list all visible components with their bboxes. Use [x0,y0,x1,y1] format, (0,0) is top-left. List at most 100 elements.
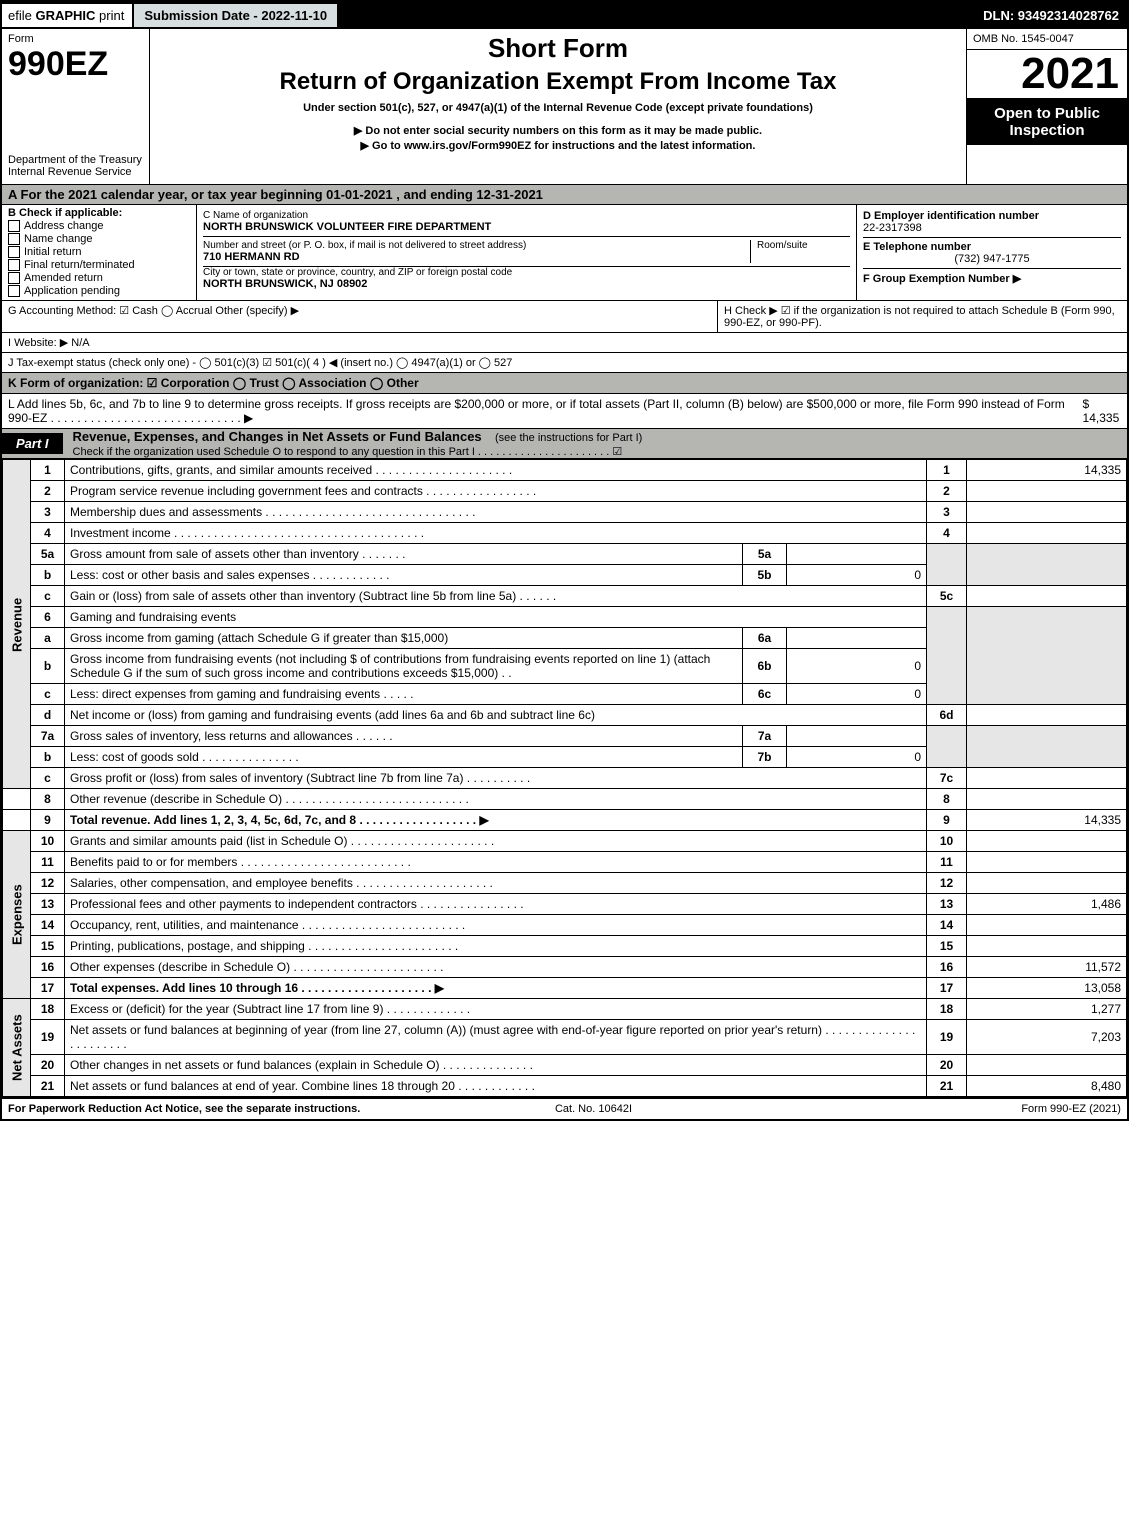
col-17: 17 [927,978,967,999]
desc-1: Contributions, gifts, grants, and simila… [65,460,927,481]
efile-prefix: efile [8,8,35,23]
col-19: 19 [927,1020,967,1055]
desc-5c: Gain or (loss) from sale of assets other… [65,586,927,607]
desc-8: Other revenue (describe in Schedule O) .… [65,789,927,810]
desc-17: Total expenses. Add lines 10 through 16 … [65,978,927,999]
subtitle: Under section 501(c), 527, or 4947(a)(1)… [156,102,960,114]
ln-5a: 5a [31,544,65,565]
col-10: 10 [927,831,967,852]
col-9: 9 [927,810,967,831]
footer-mid: Cat. No. 10642I [555,1103,632,1115]
ln-12: 12 [31,873,65,894]
part-i-tab: Part I [2,433,63,454]
mid-5a [787,544,927,565]
form-number: 990EZ [8,47,143,81]
mid-7a [787,726,927,747]
side-revenue: Revenue [3,460,31,789]
section-b: B Check if applicable: Address change Na… [2,205,197,300]
group-exemption-label: F Group Exemption Number ▶ [863,273,1021,285]
desc-3: Membership dues and assessments . . . . … [65,502,927,523]
cb-name-change[interactable] [8,233,20,245]
footer-right: Form 990-EZ (2021) [1021,1103,1121,1115]
lbl-application-pending: Application pending [24,285,120,297]
mid-6a [787,628,927,649]
amt-7c [967,768,1127,789]
amt-1: 14,335 [967,460,1127,481]
desc-5a: Gross amount from sale of assets other t… [65,544,743,565]
desc-6: Gaming and fundraising events [65,607,927,628]
sub-5b: 5b [743,565,787,586]
tax-year: 2021 [967,50,1127,99]
desc-6a: Gross income from gaming (attach Schedul… [65,628,743,649]
page-footer: For Paperwork Reduction Act Notice, see … [2,1097,1127,1119]
ln-6b: b [31,649,65,684]
sub-6b: 6b [743,649,787,684]
desc-11: Benefits paid to or for members . . . . … [65,852,927,873]
shade-amt-7ab [967,726,1127,768]
ln-20: 20 [31,1055,65,1076]
short-form-title: Short Form [156,33,960,64]
section-c: C Name of organization NORTH BRUNSWICK V… [197,205,857,300]
desc-18: Excess or (deficit) for the year (Subtra… [65,999,927,1020]
ein-label: D Employer identification number [863,210,1039,222]
cb-initial-return[interactable] [8,246,20,258]
desc-16: Other expenses (describe in Schedule O) … [65,957,927,978]
col-2: 2 [927,481,967,502]
ln-5c: c [31,586,65,607]
cb-final-return[interactable] [8,259,20,271]
sub-7b: 7b [743,747,787,768]
col-18: 18 [927,999,967,1020]
part-i-subtitle: (see the instructions for Part I) [485,432,642,444]
goto-link[interactable]: ▶ Go to www.irs.gov/Form990EZ for instru… [156,139,960,152]
cb-address-change[interactable] [8,220,20,232]
cb-amended-return[interactable] [8,272,20,284]
org-name-label: C Name of organization [203,210,850,221]
amt-4 [967,523,1127,544]
website-row: I Website: ▶ N/A [2,333,1127,353]
omb-number: OMB No. 1545-0047 [967,29,1127,50]
amt-20 [967,1055,1127,1076]
section-b-c-d: B Check if applicable: Address change Na… [2,205,1127,301]
lbl-final-return: Final return/terminated [24,259,135,271]
amt-9: 14,335 [967,810,1127,831]
department: Department of the Treasury Internal Reve… [8,154,142,178]
amt-10 [967,831,1127,852]
desc-10: Grants and similar amounts paid (list in… [65,831,927,852]
col-8: 8 [927,789,967,810]
amt-8 [967,789,1127,810]
ln-14: 14 [31,915,65,936]
amt-15 [967,936,1127,957]
desc-20: Other changes in net assets or fund bala… [65,1055,927,1076]
top-bar: efile GRAPHIC print Submission Date - 20… [2,2,1127,29]
lbl-address-change: Address change [24,220,104,232]
col-13: 13 [927,894,967,915]
amt-17: 13,058 [967,978,1127,999]
cb-application-pending[interactable] [8,285,20,297]
efile-suffix: print [99,8,124,23]
open-inspection: Open to Public Inspection [967,99,1127,145]
efile-bold: GRAPHIC [35,8,99,23]
amt-21: 8,480 [967,1076,1127,1097]
desc-12: Salaries, other compensation, and employ… [65,873,927,894]
gross-receipts-amount: $ 14,335 [1083,397,1121,425]
sub-6c: 6c [743,684,787,705]
desc-7b: Less: cost of goods sold . . . . . . . .… [65,747,743,768]
mid-6c: 0 [787,684,927,705]
col-7c: 7c [927,768,967,789]
col-6d: 6d [927,705,967,726]
section-b-header: B Check if applicable: [8,207,190,219]
ln-19: 19 [31,1020,65,1055]
city-label: City or town, state or province, country… [203,267,850,278]
ln-7b: b [31,747,65,768]
ln-3: 3 [31,502,65,523]
ln-10: 10 [31,831,65,852]
row-g-h: G Accounting Method: ☑ Cash ◯ Accrual Ot… [2,301,1127,333]
desc-14: Occupancy, rent, utilities, and maintena… [65,915,927,936]
ln-1: 1 [31,460,65,481]
col-1: 1 [927,460,967,481]
desc-5b: Less: cost or other basis and sales expe… [65,565,743,586]
col-20: 20 [927,1055,967,1076]
ln-18: 18 [31,999,65,1020]
street-label: Number and street (or P. O. box, if mail… [203,240,750,251]
org-name-value: NORTH BRUNSWICK VOLUNTEER FIRE DEPARTMEN… [203,221,850,233]
